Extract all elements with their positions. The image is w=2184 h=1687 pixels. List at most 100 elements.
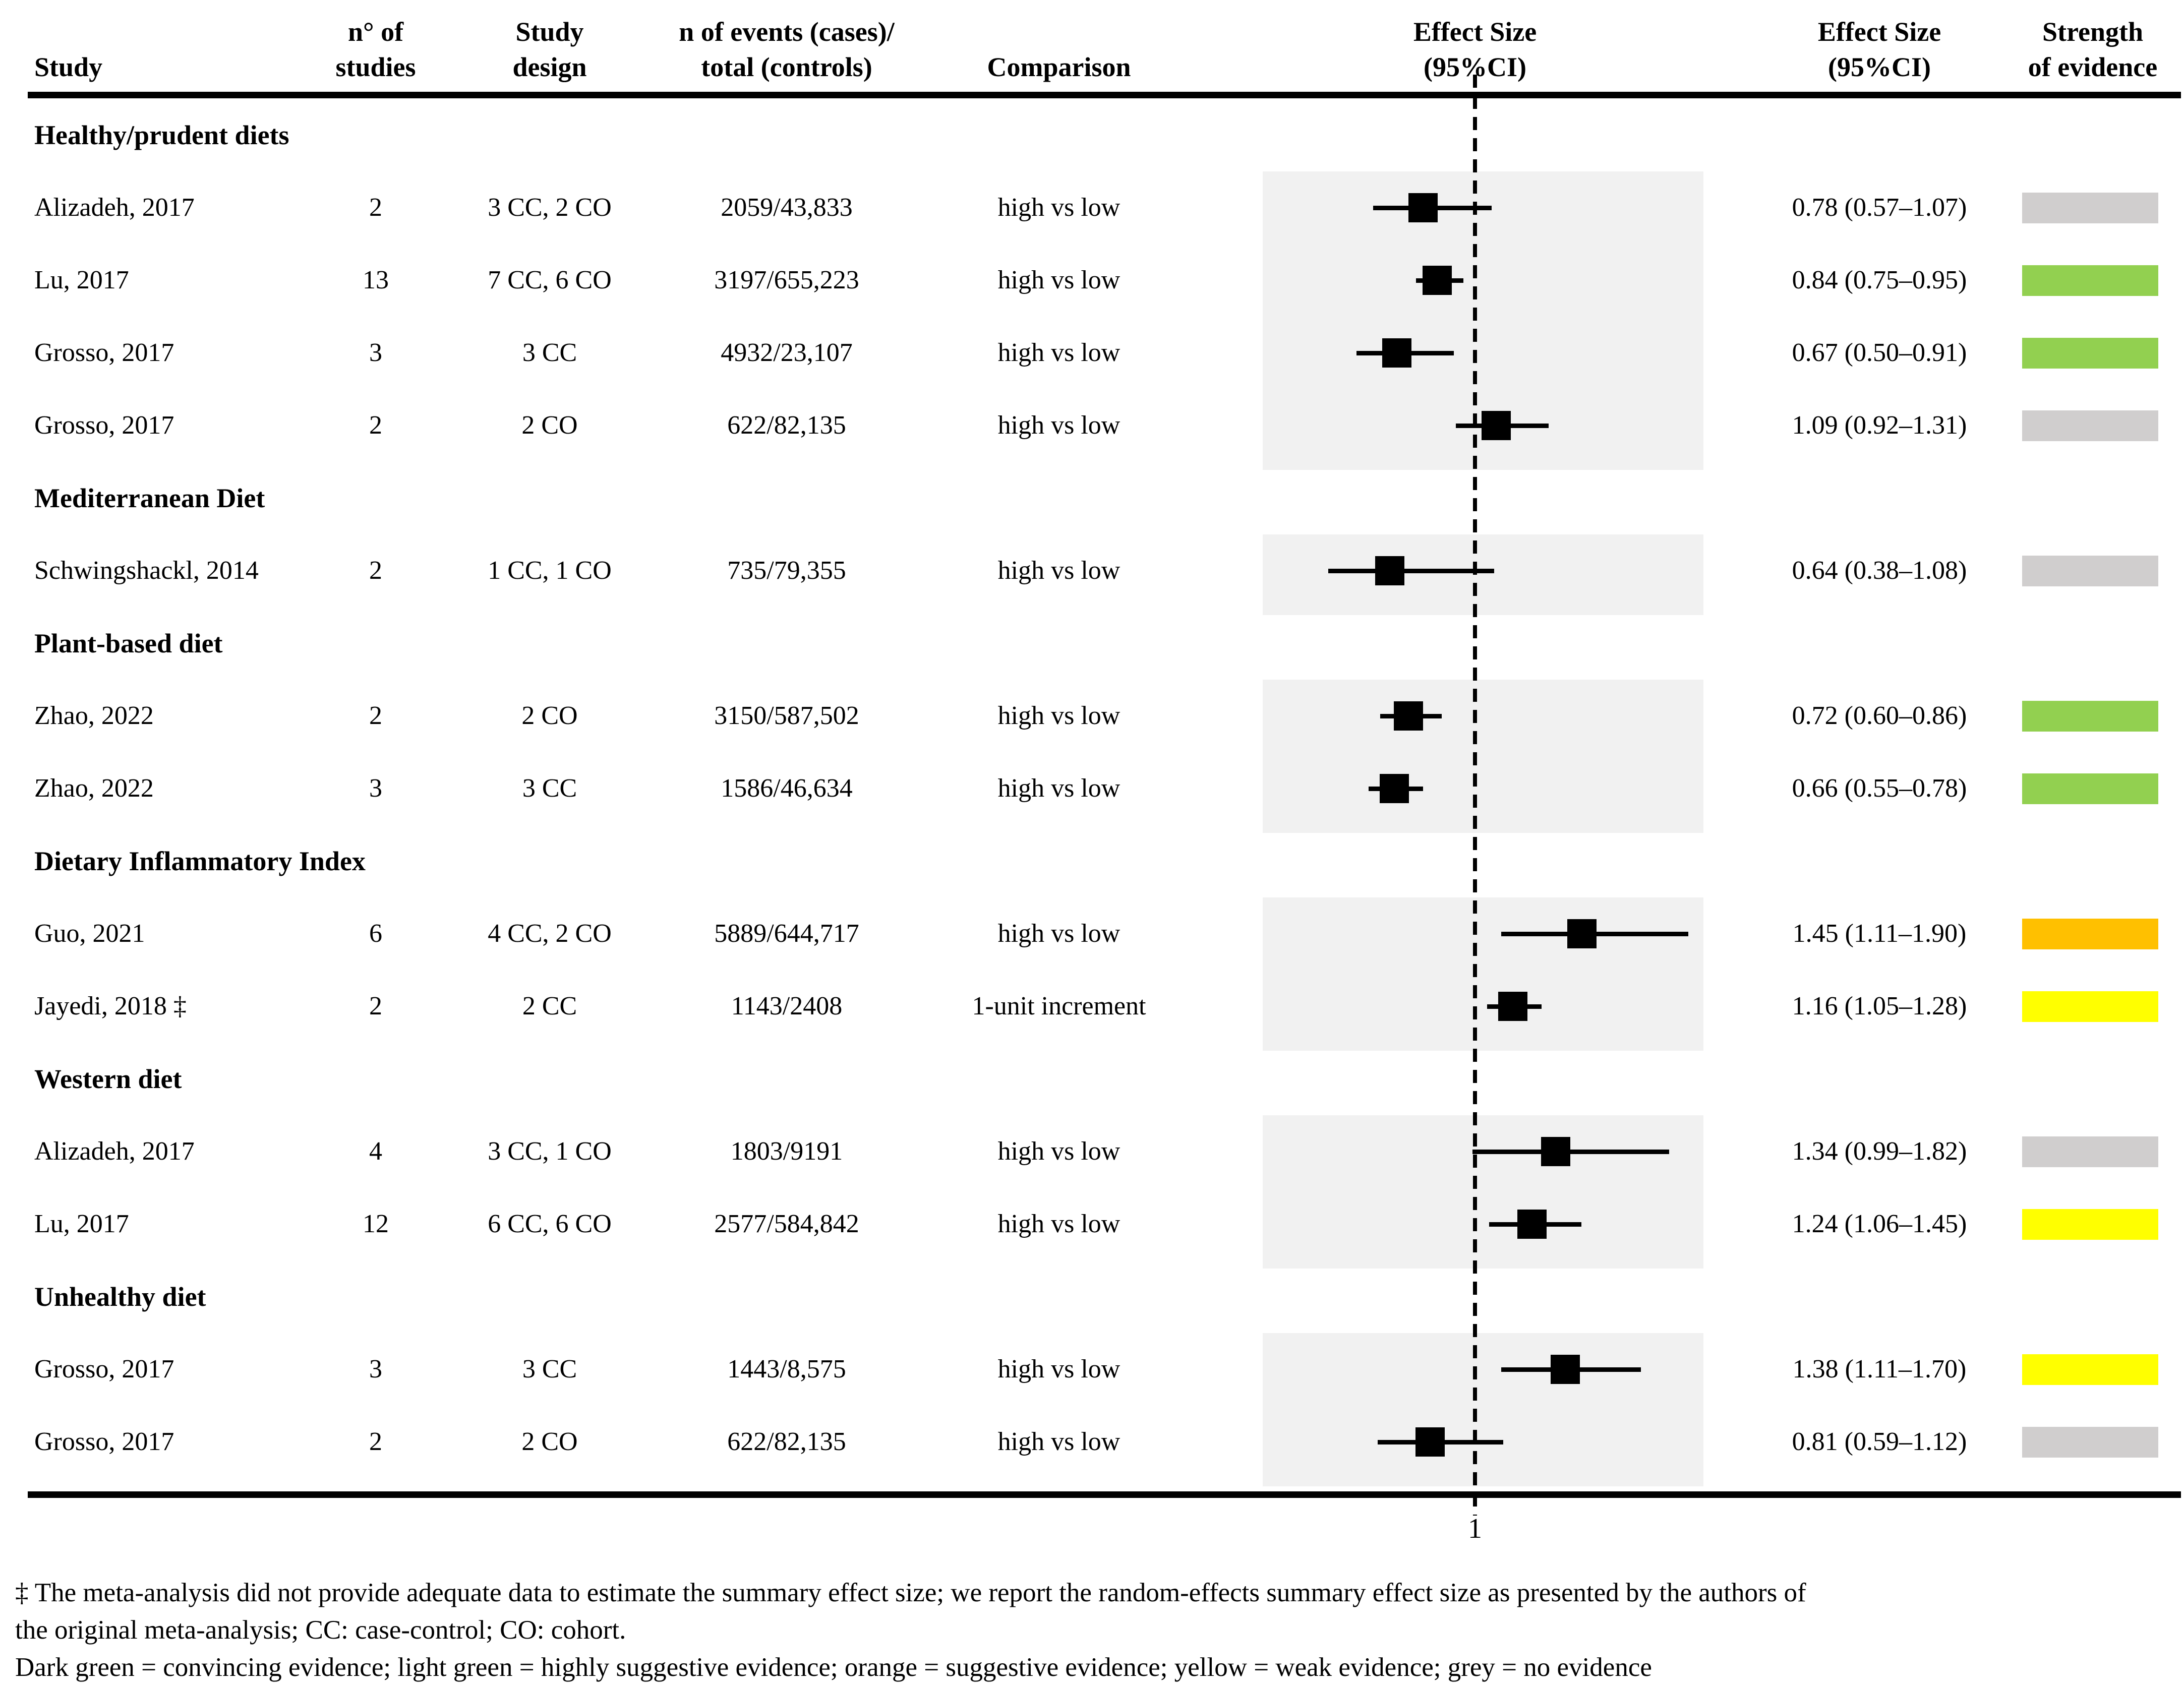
effect-size-text: 0.64 (0.38–1.08)	[1792, 556, 1967, 585]
effect-size-text: 1.16 (1.05–1.28)	[1792, 992, 1967, 1020]
bottom-rule	[28, 1491, 2181, 1498]
effect-size-marker	[1541, 1137, 1570, 1166]
effect-size-text: 0.72 (0.60–0.86)	[1792, 701, 1967, 730]
effect-size-marker	[1382, 338, 1411, 368]
ci-whisker	[1472, 1150, 1670, 1154]
footnote-line-2: the original meta-analysis; CC: case-con…	[15, 1615, 626, 1645]
study-label: Alizadeh, 2017	[34, 193, 195, 222]
study-design-value: 1 CC, 1 CO	[488, 556, 612, 585]
column-header-effect-size-text: Effect Size (95%CI)	[1817, 17, 1941, 82]
comparison-value: high vs low	[997, 1355, 1120, 1383]
comparison-value: high vs low	[997, 1137, 1120, 1166]
study-design-value: 3 CC, 2 CO	[488, 193, 612, 222]
study-label: Lu, 2017	[34, 1210, 129, 1238]
strength-of-evidence-bar	[2022, 701, 2158, 732]
plot-group-panel	[1263, 1333, 1703, 1486]
events-total-value: 2059/43,833	[721, 193, 853, 222]
study-design-value: 2 CO	[521, 701, 578, 730]
n-studies-value: 2	[369, 556, 382, 585]
study-design-value: 3 CC	[522, 1355, 577, 1383]
study-design-value: 3 CC	[522, 774, 577, 803]
effect-size-text: 1.34 (0.99–1.82)	[1792, 1137, 1967, 1166]
effect-size-text: 0.66 (0.55–0.78)	[1792, 774, 1967, 803]
axis-tick-label-1: 1	[1468, 1513, 1482, 1544]
n-studies-value: 2	[369, 193, 382, 222]
strength-of-evidence-bar	[2022, 556, 2158, 586]
study-label: Grosso, 2017	[34, 338, 174, 367]
effect-size-marker	[1567, 919, 1597, 948]
comparison-value: high vs low	[997, 411, 1120, 440]
header-rule	[28, 92, 2181, 98]
study-label: Zhao, 2022	[34, 701, 154, 730]
strength-of-evidence-bar	[2022, 193, 2158, 223]
comparison-value: high vs low	[997, 774, 1120, 803]
effect-size-text: 1.09 (0.92–1.31)	[1792, 411, 1967, 440]
effect-size-marker	[1498, 992, 1528, 1021]
n-studies-value: 3	[369, 774, 382, 803]
strength-of-evidence-bar	[2022, 1209, 2158, 1240]
study-label: Alizadeh, 2017	[34, 1137, 195, 1166]
events-total-value: 1143/2408	[731, 992, 843, 1020]
n-studies-value: 2	[369, 411, 382, 440]
n-studies-value: 4	[369, 1137, 382, 1166]
events-total-value: 622/82,135	[727, 411, 846, 440]
comparison-value: high vs low	[997, 1427, 1120, 1456]
study-row: Zhao, 2022 2 2 CO 3150/587,502 high vs l…	[0, 699, 2184, 733]
comparison-value: high vs low	[997, 701, 1120, 730]
n-studies-value: 13	[363, 266, 389, 294]
study-row: Grosso, 2017 3 3 CC 4932/23,107 high vs …	[0, 336, 2184, 370]
diet-group-heading: Healthy/prudent diets	[34, 120, 289, 150]
effect-size-text: 1.24 (1.06–1.45)	[1792, 1210, 1967, 1238]
diet-group-heading: Dietary Inflammatory Index	[34, 846, 366, 876]
strength-of-evidence-bar	[2022, 1354, 2158, 1385]
study-row: Grosso, 2017 3 3 CC 1443/8,575 high vs l…	[0, 1353, 2184, 1386]
study-row: Lu, 2017 12 6 CC, 6 CO 2577/584,842 high…	[0, 1208, 2184, 1241]
effect-size-marker	[1482, 411, 1511, 440]
comparison-value: high vs low	[997, 1210, 1120, 1238]
comparison-value: 1-unit increment	[972, 992, 1146, 1020]
column-header-study-design: Study design	[512, 17, 587, 82]
comparison-value: high vs low	[997, 266, 1120, 294]
effect-size-marker	[1550, 1355, 1580, 1384]
plot-group-panel	[1263, 1115, 1703, 1269]
effect-size-text: 1.45 (1.11–1.90)	[1792, 919, 1967, 948]
strength-of-evidence-bar	[2022, 1427, 2158, 1458]
study-design-value: 7 CC, 6 CO	[488, 266, 612, 294]
events-total-value: 1586/46,634	[721, 774, 853, 803]
study-label: Zhao, 2022	[34, 774, 154, 803]
comparison-value: high vs low	[997, 338, 1120, 367]
effect-size-text: 0.67 (0.50–0.91)	[1792, 338, 1967, 367]
strength-of-evidence-bar	[2022, 410, 2158, 441]
study-row: Lu, 2017 13 7 CC, 6 CO 3197/655,223 high…	[0, 264, 2184, 297]
effect-size-text: 0.84 (0.75–0.95)	[1792, 266, 1967, 294]
column-header-n-studies: n° of studies	[335, 17, 416, 82]
effect-size-text: 0.78 (0.57–1.07)	[1792, 193, 1967, 222]
events-total-value: 1443/8,575	[727, 1355, 846, 1383]
diet-group-heading: Plant-based diet	[34, 628, 223, 658]
events-total-value: 622/82,135	[727, 1427, 846, 1456]
effect-size-marker	[1517, 1210, 1547, 1239]
comparison-value: high vs low	[997, 556, 1120, 585]
study-label: Jayedi, 2018 ‡	[34, 992, 187, 1020]
study-design-value: 4 CC, 2 CO	[488, 919, 612, 948]
column-header-study: Study	[34, 52, 103, 82]
effect-size-marker	[1375, 556, 1404, 585]
study-row: Alizadeh, 2017 2 3 CC, 2 CO 2059/43,833 …	[0, 191, 2184, 224]
n-studies-value: 2	[369, 1427, 382, 1456]
study-design-value: 3 CC	[522, 338, 577, 367]
study-row: Schwingshackl, 2014 2 1 CC, 1 CO 735/79,…	[0, 554, 2184, 587]
strength-of-evidence-bar	[2022, 338, 2158, 369]
n-studies-value: 12	[363, 1210, 389, 1238]
n-studies-value: 6	[369, 919, 382, 948]
events-total-value: 735/79,355	[727, 556, 846, 585]
events-total-value: 3197/655,223	[714, 266, 859, 294]
column-header-effect-size-plot: Effect Size (95%CI)	[1413, 17, 1537, 82]
n-studies-value: 2	[369, 992, 382, 1020]
strength-of-evidence-bar	[2022, 919, 2158, 949]
strength-of-evidence-bar	[2022, 991, 2158, 1022]
study-row: Alizadeh, 2017 4 3 CC, 1 CO 1803/9191 hi…	[0, 1135, 2184, 1168]
events-total-value: 1803/9191	[730, 1137, 843, 1166]
comparison-value: high vs low	[997, 193, 1120, 222]
events-total-value: 2577/584,842	[714, 1210, 859, 1238]
